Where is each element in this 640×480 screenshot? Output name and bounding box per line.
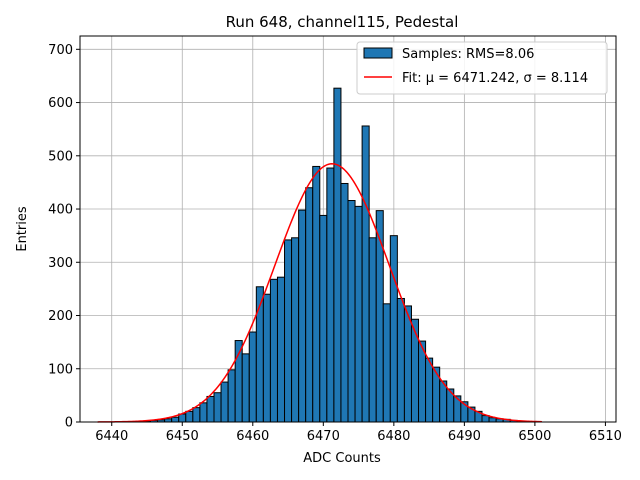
histogram-bar [241,353,250,423]
fit-curve [97,163,542,423]
histogram-bar [248,331,257,423]
histogram-bar [361,125,370,423]
histogram-bar [326,167,335,423]
histogram-bar [389,235,398,423]
y-tick-label: 200 [48,309,73,324]
histogram-bar [213,392,222,423]
histogram-bar [403,305,412,423]
x-tick-label: 6490 [448,429,481,444]
axis-ticks: 6440 6450 6460 6470 6480 6490 6500 6510 0 100 200 3… [48,43,622,444]
legend-swatch-samples [363,47,393,59]
plot-frame [79,35,617,423]
histogram-bar [347,200,356,423]
y-tick-label: 0 [65,416,73,431]
chart-title: Run 648, channel115, Pedestal [226,13,459,31]
x-tick-label: 6470 [307,429,340,444]
histogram-bar [410,318,420,423]
histogram-bar [192,407,201,423]
histogram-bar [425,357,434,423]
y-axis-label: Entries [15,206,30,252]
histogram-bar [375,210,384,423]
histogram-bar [305,187,314,423]
histogram-bar [171,416,180,423]
histogram-bar [488,417,497,423]
histogram-bar [269,278,278,423]
x-tick-label: 6510 [589,429,622,444]
x-tick-label: 6450 [166,429,199,444]
histogram-bar [227,369,236,423]
histogram-bar [340,182,349,423]
histogram-bar [220,381,229,423]
histogram-bar [284,239,293,423]
legend-label-fit: Fit: μ = 6471.242, σ = 8.114 [402,71,588,86]
legend-box [356,41,608,95]
histogram-bar [185,410,194,423]
histogram-bar [262,293,271,423]
histogram-bars [135,87,539,423]
y-tick-label: 600 [48,96,73,111]
histogram-bar [354,205,363,423]
y-tick-label: 400 [48,203,73,218]
histogram-bar [276,276,286,423]
histogram-bar [382,303,391,423]
legend-label-samples: Samples: RMS=8.06 [402,47,534,62]
histogram-bar [312,165,321,423]
histogram-bar [396,297,405,423]
histogram-bar [206,395,215,423]
y-tick-label: 500 [48,149,73,164]
histogram-bar [368,237,377,423]
histogram-bar [199,402,208,423]
x-tick-label: 6440 [95,429,128,444]
legend: Samples: RMS=8.06 Fit: μ = 6471.242, σ =… [356,41,608,95]
histogram-bar [481,415,490,423]
histogram-bar [298,209,307,423]
histogram-bar [319,214,328,423]
histogram-bar [333,87,342,423]
y-tick-label: 700 [48,43,73,58]
y-tick-label: 300 [48,256,73,271]
x-tick-label: 6460 [236,429,269,444]
x-tick-label: 6500 [518,429,551,444]
x-axis-label: ADC Counts [303,451,381,466]
y-tick-label: 100 [48,362,73,377]
histogram-bar [291,237,300,423]
x-tick-label: 6480 [377,429,410,444]
